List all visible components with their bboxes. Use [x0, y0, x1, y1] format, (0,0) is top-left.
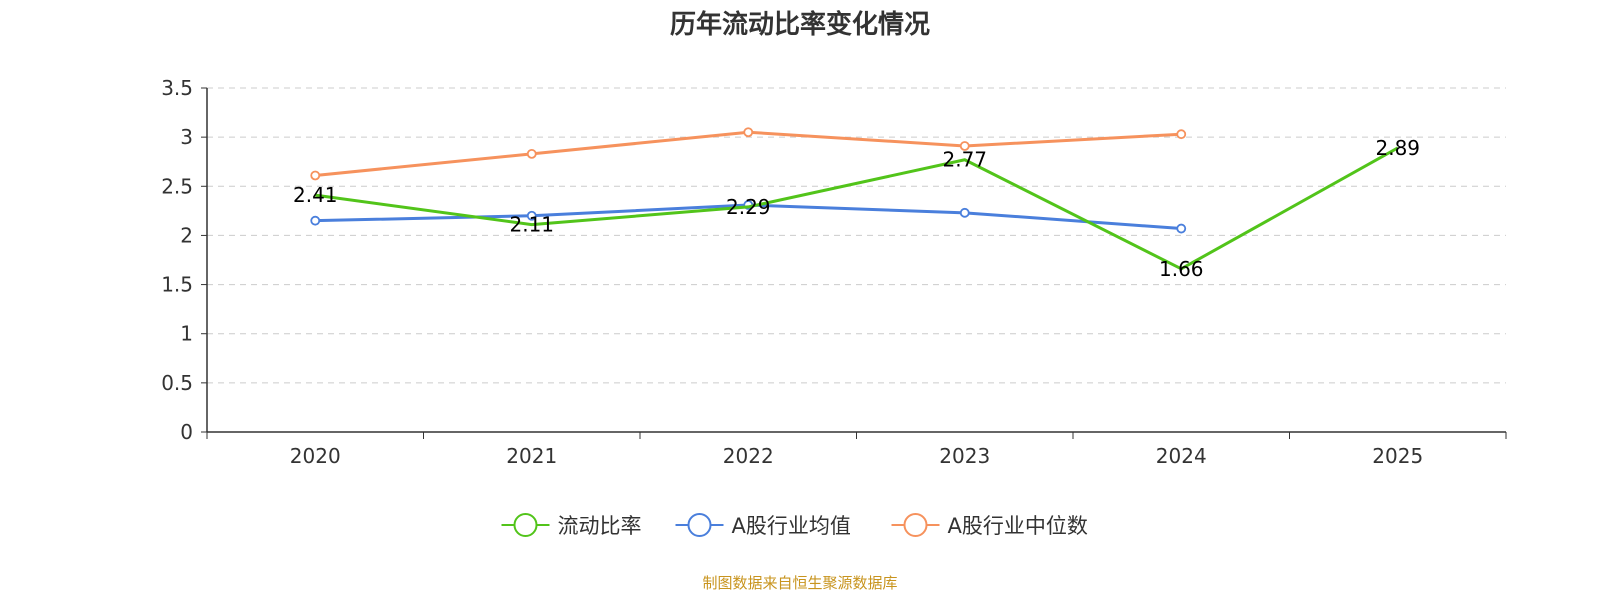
data-point[interactable]	[310, 215, 321, 226]
legend-label: 流动比率	[558, 514, 642, 538]
data-point[interactable]	[1176, 223, 1187, 234]
data-point[interactable]	[743, 127, 754, 138]
legend-circle-icon	[903, 513, 928, 537]
legend-circle-icon	[513, 513, 538, 537]
data-point[interactable]	[1176, 129, 1187, 140]
x-tick-label: 2020	[290, 444, 341, 468]
x-tick-label: 2022	[723, 444, 774, 468]
y-tick-label: 0.5	[161, 371, 193, 395]
legend-label: A股行业均值	[732, 514, 851, 538]
series-line	[315, 146, 1399, 271]
series-2	[310, 127, 1187, 181]
series-line	[315, 130, 1182, 177]
data-point[interactable]	[959, 141, 970, 151]
y-axis: 0 0.5 1 1.5 2 2.5 3 3.5	[161, 76, 208, 444]
y-tick-label: 2	[180, 223, 193, 247]
y-tick-label: 3	[180, 125, 193, 149]
legend-item[interactable]: A股行业中位数	[891, 513, 1088, 538]
series-layer	[310, 127, 1399, 271]
legend-item[interactable]: A股行业均值	[675, 513, 851, 538]
data-label: 1.66	[1159, 257, 1204, 281]
grid-lines	[207, 87, 1506, 384]
x-tick-label: 2024	[1156, 444, 1207, 468]
y-tick-label: 1	[180, 322, 193, 346]
y-tick-label: 1.5	[161, 273, 193, 297]
x-tick-label: 2023	[939, 444, 990, 468]
y-tick-label: 0	[180, 420, 193, 444]
series-0	[315, 146, 1399, 271]
data-label: 2.29	[726, 195, 771, 219]
y-tick-label: 2.5	[161, 174, 193, 198]
data-label: 2.77	[942, 148, 987, 172]
legend-circle-icon	[687, 513, 712, 537]
legend-label: A股行业中位数	[948, 514, 1088, 538]
data-labels: 2.41 2.11 2.29 2.77 1.66 2.89	[293, 136, 1420, 281]
x-axis: 2020 2021 2022 2023 2024 2025	[206, 431, 1507, 468]
y-tick-label: 3.5	[161, 76, 193, 100]
series-1	[310, 200, 1187, 234]
data-point[interactable]	[959, 207, 970, 218]
chart-title: 历年流动比率变化情况	[670, 9, 930, 40]
x-tick-label: 2021	[506, 444, 557, 468]
data-label: 2.89	[1375, 136, 1420, 160]
data-label: 2.11	[509, 213, 554, 237]
x-tick-label: 2025	[1372, 444, 1423, 468]
data-label: 2.41	[293, 183, 338, 207]
legend-item[interactable]: 流动比率	[501, 513, 642, 538]
source-note: 制图数据来自恒生聚源数据库	[702, 574, 897, 592]
data-point[interactable]	[310, 170, 321, 181]
data-point[interactable]	[526, 148, 537, 159]
data-point[interactable]	[526, 210, 537, 221]
legend[interactable]: 流动比率 A股行业均值 A股行业中位数	[501, 513, 1088, 538]
